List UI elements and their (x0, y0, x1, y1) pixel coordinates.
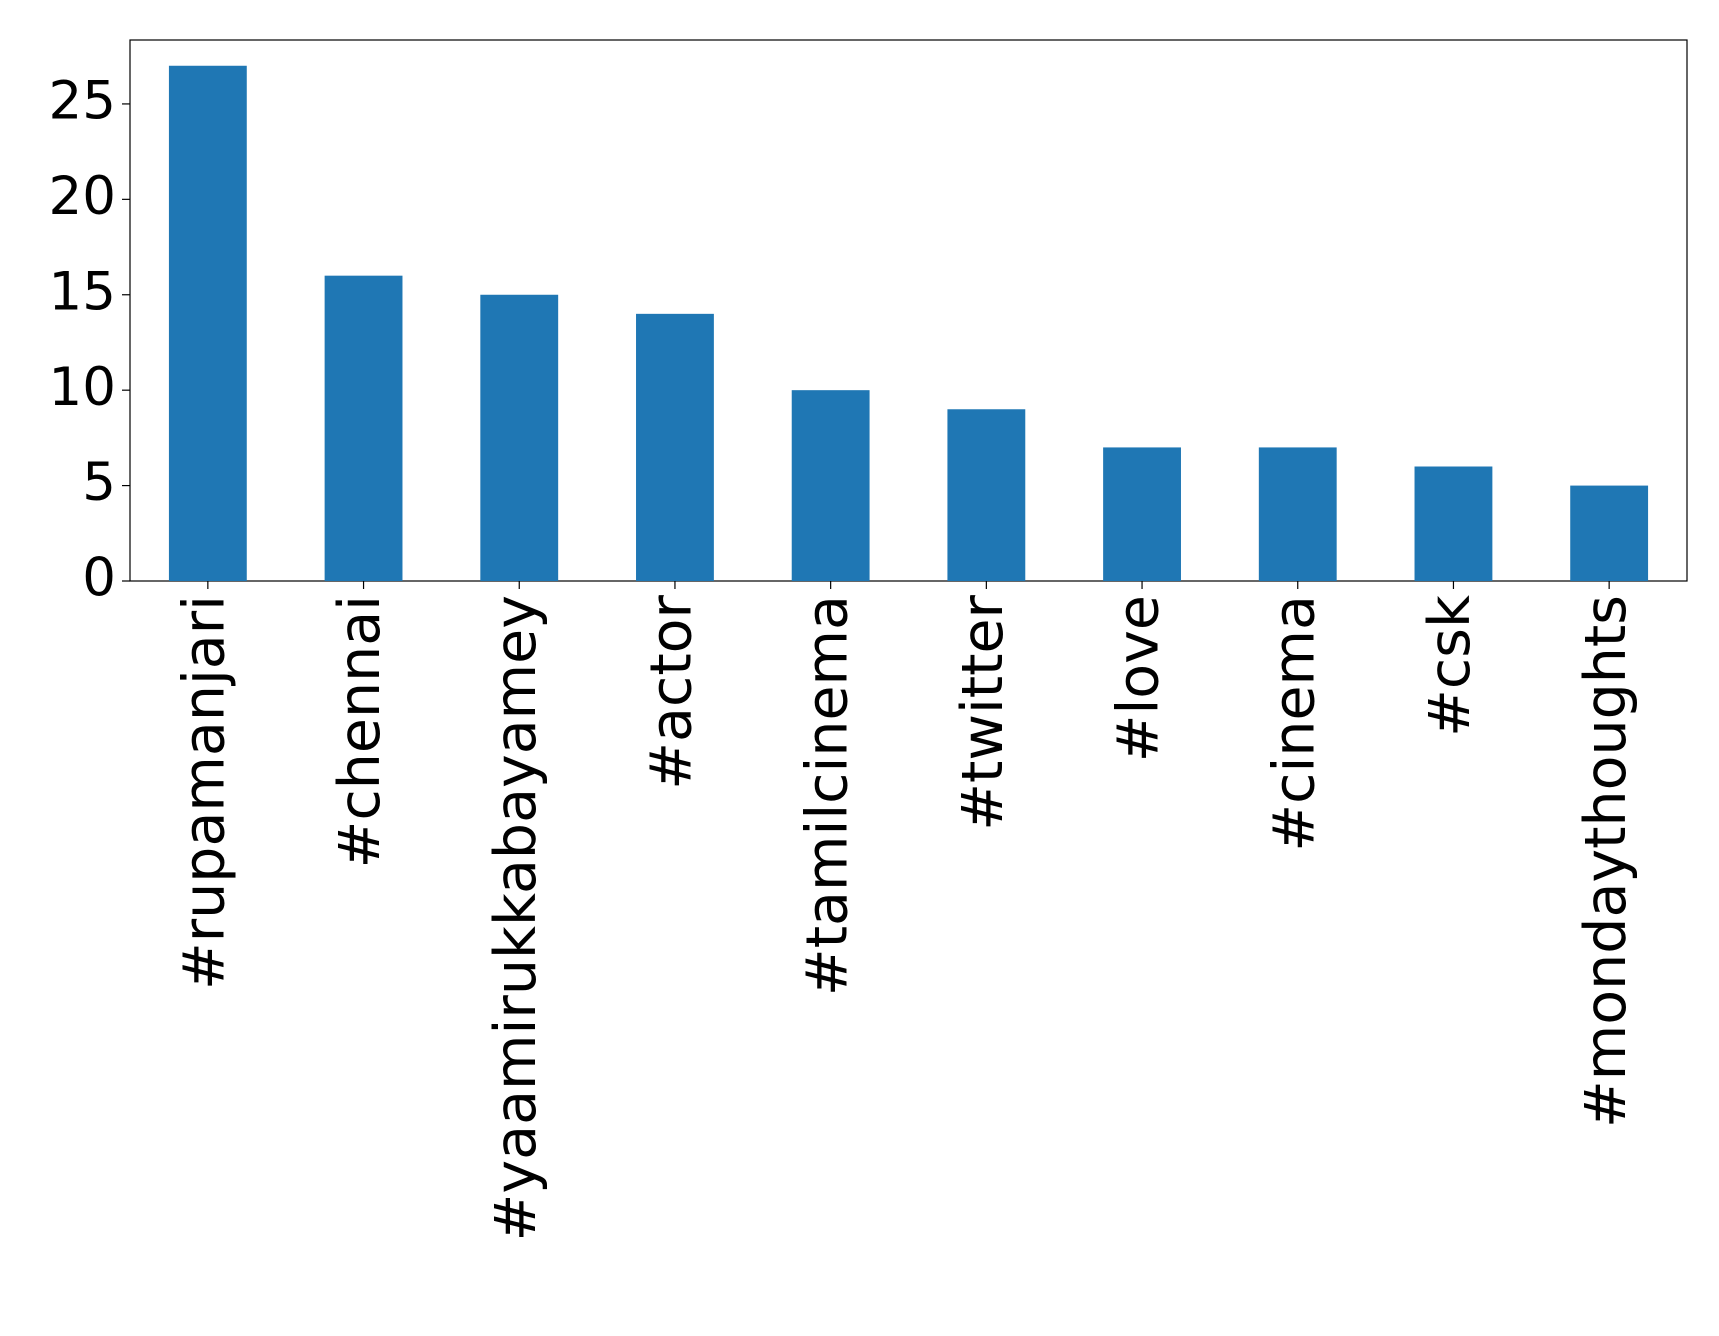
bar (1414, 466, 1493, 581)
x-tick-label: #chennai (327, 595, 393, 868)
y-tick-label: 10 (49, 357, 116, 418)
x-tick-label: #cinema (1261, 595, 1327, 852)
bar (1570, 485, 1649, 581)
y-tick-label: 20 (49, 166, 116, 227)
y-tick-label: 15 (49, 261, 116, 322)
x-tick-label: #csk (1417, 595, 1483, 737)
bar (947, 409, 1026, 581)
y-tick-label: 25 (49, 71, 116, 132)
bar (324, 275, 403, 581)
x-tick-label: #twitter (950, 594, 1016, 830)
x-tick-label: #actor (639, 594, 705, 789)
bar (791, 390, 870, 581)
bar (1103, 447, 1181, 581)
bar (1258, 447, 1337, 581)
x-tick-label: #love (1106, 595, 1172, 762)
x-tick-label: #yaamirukkabayamey (483, 595, 549, 1241)
x-tick-label: #tamilcinema (794, 595, 860, 996)
bar (480, 294, 559, 581)
x-tick-label: #rupamanjari (171, 595, 237, 990)
y-tick-label: 5 (82, 452, 116, 513)
plot-frame (129, 39, 1688, 582)
bar (168, 65, 247, 581)
bar (636, 313, 714, 581)
y-tick-label: 0 (82, 548, 116, 609)
x-tick-label: #mondaythoughts (1573, 595, 1639, 1128)
